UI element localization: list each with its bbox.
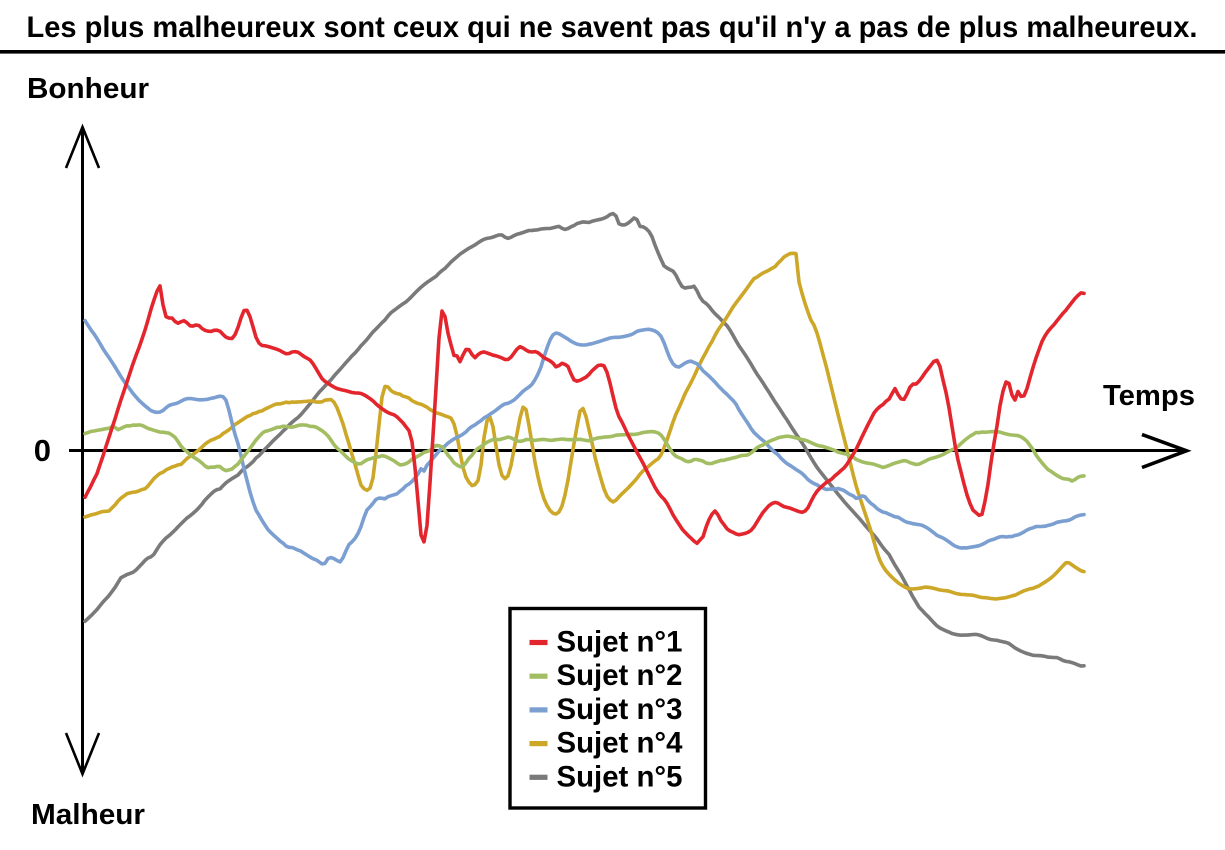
svg-text:Sujet n°3: Sujet n°3 — [557, 693, 683, 726]
svg-text:Bonheur: Bonheur — [27, 73, 149, 105]
svg-text:Sujet n°5: Sujet n°5 — [557, 760, 683, 793]
svg-text:0: 0 — [34, 433, 51, 468]
svg-text:Les plus malheureux sont ceux: Les plus malheureux sont ceux qui ne sav… — [27, 11, 1198, 44]
svg-text:Malheur: Malheur — [31, 799, 145, 831]
svg-text:Temps: Temps — [1103, 380, 1195, 412]
svg-text:Sujet n°2: Sujet n°2 — [557, 659, 683, 692]
svg-text:Sujet n°4: Sujet n°4 — [557, 727, 683, 760]
svg-text:Sujet n°1: Sujet n°1 — [557, 626, 683, 659]
